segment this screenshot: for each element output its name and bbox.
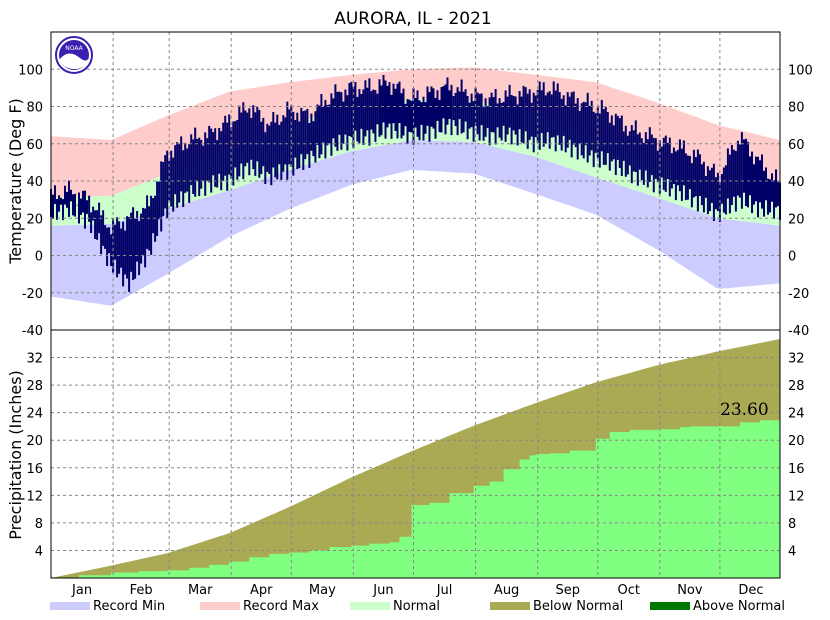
month-tick-label: Mar	[188, 583, 213, 598]
precip-y-axis-label: Precipitation (Inches)	[6, 370, 25, 540]
plot-border	[50, 31, 781, 579]
legend-label: Below Normal	[533, 599, 623, 614]
month-tick-label: Feb	[130, 583, 153, 598]
temp-tick-right: -20	[788, 287, 809, 302]
temp-tick-left: -20	[22, 287, 43, 302]
temp-tick-left: 80	[26, 101, 43, 116]
month-tick-label: Dec	[738, 583, 763, 598]
temp-tick-right: -40	[788, 324, 809, 339]
legend-label: Record Min	[93, 599, 165, 614]
temp-tick-left: 20	[26, 212, 43, 227]
temp-tick-left: 100	[18, 63, 43, 78]
temp-tick-left: -40	[22, 324, 43, 339]
noaa-logo-icon: NOAA	[55, 36, 93, 74]
precip-tick-left: 28	[26, 379, 43, 394]
precip-tick-left: 12	[26, 489, 43, 504]
temp-tick-right: 0	[788, 250, 796, 265]
precip-tick-left: 32	[26, 352, 43, 367]
month-tick-label: Jun	[372, 583, 393, 598]
legend-swatch	[200, 602, 240, 610]
precipitation-areas	[51, 339, 780, 578]
temp-tick-left: 40	[26, 175, 43, 190]
precip-tick-left: 16	[26, 462, 43, 477]
temp-tick-right: 80	[788, 101, 805, 116]
precip-tick-right: 24	[788, 407, 805, 422]
precip-tick-left: 8	[35, 517, 43, 532]
month-tick-label: May	[309, 583, 336, 598]
precip-tick-right: 28	[788, 379, 805, 394]
chart-title: AURORA, IL - 2021	[334, 9, 492, 29]
legend-swatch	[650, 602, 690, 610]
legend-label: Normal	[393, 599, 440, 614]
month-tick-label: Apr	[250, 583, 273, 598]
legend: Record Min Record Max Normal Below Normal Ab…	[50, 599, 785, 614]
temp-tick-left: 60	[26, 138, 43, 153]
logo-text: NOAA	[65, 45, 83, 52]
temp-tick-right: 60	[788, 138, 805, 153]
temp-tick-right: 100	[788, 63, 813, 78]
precip-tick-left: 4	[35, 544, 43, 559]
month-tick-label: Sep	[555, 583, 580, 598]
plot-frame	[50, 31, 781, 579]
precip-tick-left: 20	[26, 434, 43, 449]
legend-label: Record Max	[243, 599, 319, 614]
precip-total-annotation: 23.60	[720, 400, 769, 420]
precip-tick-right: 12	[788, 489, 805, 504]
month-tick-label: Oct	[618, 583, 640, 598]
temp-tick-right: 40	[788, 175, 805, 190]
precip-tick-right: 4	[788, 544, 796, 559]
month-tick-label: Jul	[436, 583, 453, 598]
precip-tick-right: 8	[788, 517, 796, 532]
temp-tick-right: 20	[788, 212, 805, 227]
month-tick-label: Aug	[494, 583, 519, 598]
legend-swatch	[350, 602, 390, 610]
precip-tick-right: 32	[788, 352, 805, 367]
month-tick-label: Jan	[71, 583, 92, 598]
legend-swatch	[50, 602, 90, 610]
tick-labels: -40 -40 -20 -20 0 0 20 20 40 40 60 60 80 80 100 100 4 4 8 8…	[18, 63, 813, 598]
precip-tick-right: 20	[788, 434, 805, 449]
month-tick-label: Nov	[677, 583, 703, 598]
precip-tick-left: 24	[26, 407, 43, 422]
legend-label: Above Normal	[693, 599, 785, 614]
temp-tick-left: 0	[35, 250, 43, 265]
grid-lines	[51, 32, 780, 578]
precip-tick-right: 16	[788, 462, 805, 477]
legend-swatch	[490, 602, 530, 610]
temp-y-axis-label: Temperature (Deg F)	[6, 98, 25, 265]
